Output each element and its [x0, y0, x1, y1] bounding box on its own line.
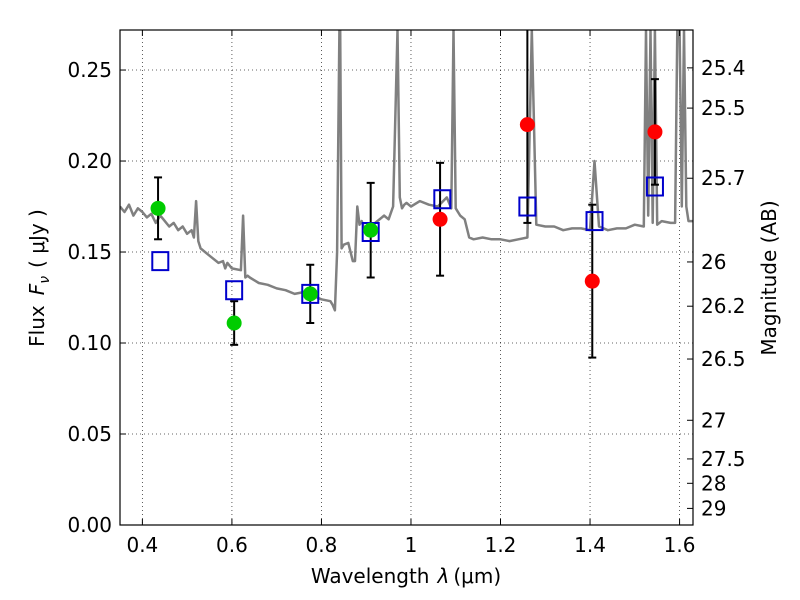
detection-point [150, 200, 166, 216]
y2-tick-label: 27 [701, 408, 726, 432]
tick-layer: 0.4 0.6 0.8 1 1.2 1.4 1.6 0.00 0.05 0.10 0.15 0.20 0… [67, 30, 746, 557]
model-square [433, 189, 452, 210]
grid-layer [120, 30, 693, 526]
y2-tick-label: 27.5 [701, 447, 746, 471]
red-point [432, 211, 448, 227]
model-square [225, 280, 244, 301]
x-tick-label: 0.6 [216, 533, 248, 557]
y2-tick-label: 25.7 [701, 166, 746, 190]
x-tick-label: 0.4 [126, 533, 158, 557]
y2-tick-label: 26 [701, 250, 726, 274]
y2-tick-label: 25.4 [701, 56, 746, 80]
y-tick-label: 0.10 [67, 331, 112, 355]
y-tick-label: 0.20 [67, 149, 112, 173]
y2-tick-label: 26.5 [701, 347, 746, 371]
red-point [647, 124, 663, 140]
y2-tick-label: 25.5 [701, 96, 746, 120]
x-tick-label: 1.6 [664, 533, 696, 557]
y-tick-label: 0.05 [67, 422, 112, 446]
detection-point [226, 315, 242, 331]
x-tick-label: 0.8 [306, 533, 338, 557]
y2-tick-label: 29 [701, 496, 726, 520]
detection-point [302, 286, 318, 302]
spectrum-layer [120, 30, 693, 312]
y2-tick-label: 28 [701, 471, 726, 495]
y2-axis-label: Magnitude (AB) [757, 200, 781, 355]
detection-point [363, 222, 379, 238]
x-tick-label: 1.2 [485, 533, 517, 557]
spectrum-line [120, 30, 693, 312]
red-point [519, 117, 535, 133]
y-tick-label: 0.15 [67, 240, 112, 264]
x-tick-label: 1.4 [574, 533, 606, 557]
red-point [584, 273, 600, 289]
model-square [151, 251, 170, 272]
points-layer [150, 30, 664, 359]
y-axis-label: FluxFν( μJy ) [25, 209, 53, 347]
model-square [645, 176, 664, 197]
x-axis-label: Wavelength λ (μm) [311, 564, 501, 588]
y-tick-label: 0.25 [67, 58, 112, 82]
model-square [518, 196, 537, 217]
y-tick-label: 0.00 [67, 513, 112, 537]
y2-tick-label: 26.2 [701, 294, 746, 318]
model-square [301, 283, 320, 304]
model-square [585, 211, 604, 232]
plot-frame [119, 29, 694, 526]
x-tick-label: 1 [405, 533, 418, 557]
